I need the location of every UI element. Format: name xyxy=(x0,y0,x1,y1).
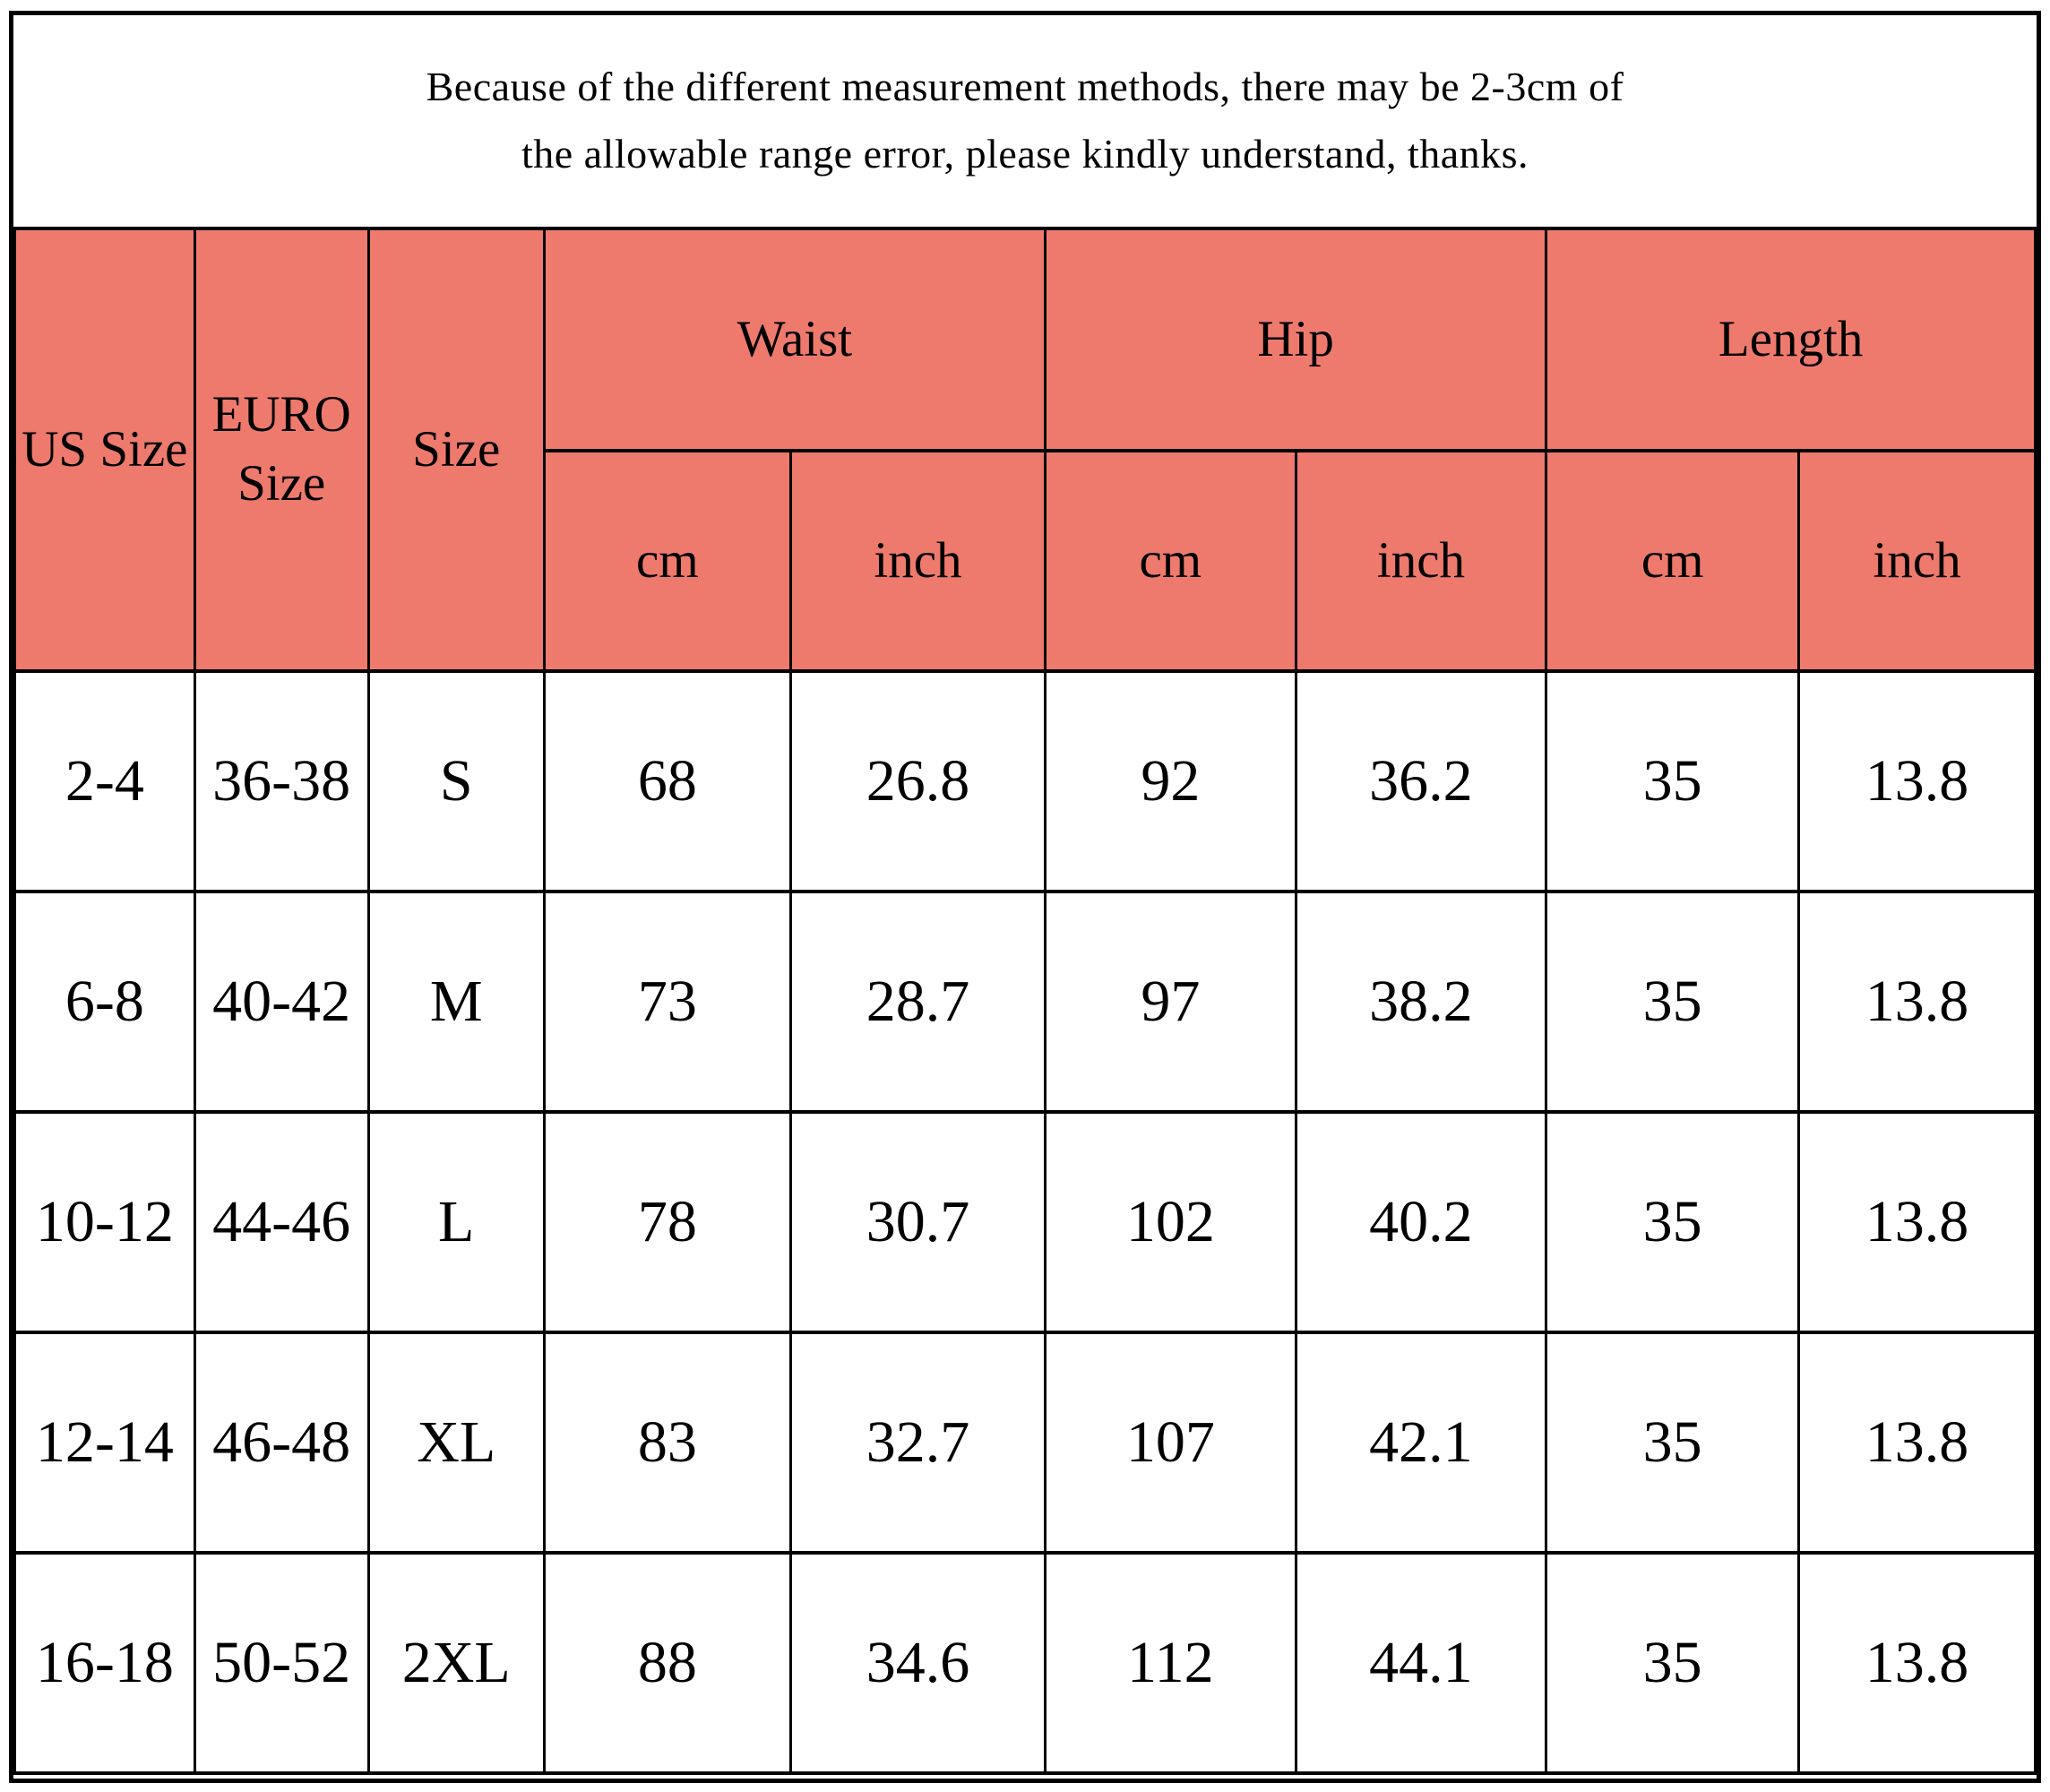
data-cell: 2-4 xyxy=(13,669,196,893)
data-cell: 112 xyxy=(1044,1551,1297,1775)
data-cell: 36.2 xyxy=(1294,669,1548,893)
data-cell: 40.2 xyxy=(1294,1110,1548,1334)
data-cell: 13.8 xyxy=(1797,890,2037,1114)
data-cell: L xyxy=(366,1110,546,1334)
table-row-s: 2-4 36-38 S 68 26.8 92 36.2 35 13.8 xyxy=(13,669,2037,893)
data-cell: 78 xyxy=(542,1110,792,1334)
data-cell: 88 xyxy=(542,1551,792,1775)
data-cell: M xyxy=(366,890,546,1114)
size-chart-table: US Size EURO Size Size Waist Hip Length … xyxy=(13,227,2037,1775)
data-cell: 35 xyxy=(1545,890,1801,1114)
data-cell: 35 xyxy=(1545,669,1801,893)
data-cell: 13.8 xyxy=(1797,1551,2037,1775)
data-cell: 34.6 xyxy=(788,1551,1047,1775)
unit-waist-cm: cm xyxy=(542,449,792,673)
table-row-m: 6-8 40-42 M 73 28.7 97 38.2 35 13.8 xyxy=(13,890,2037,1114)
data-cell: 42.1 xyxy=(1294,1331,1548,1555)
table-row-l: 10-12 44-46 L 78 30.7 102 40.2 35 13.8 xyxy=(13,1110,2037,1334)
data-cell: 32.7 xyxy=(788,1331,1047,1555)
unit-hip-inch: inch xyxy=(1294,449,1548,673)
data-cell: 13.8 xyxy=(1797,1331,2037,1555)
header-euro-size: EURO Size xyxy=(193,227,370,673)
table-row-xl: 12-14 46-48 XL 83 32.7 107 42.1 35 13.8 xyxy=(13,1331,2037,1555)
data-cell: 36-38 xyxy=(193,669,370,893)
data-cell: 28.7 xyxy=(788,890,1047,1114)
data-cell: 46-48 xyxy=(193,1331,370,1555)
data-cell: 10-12 xyxy=(13,1110,196,1334)
header-length: Length xyxy=(1545,227,2037,452)
size-chart-frame: Because of the different measurement met… xyxy=(9,11,2041,1783)
data-cell: 92 xyxy=(1044,669,1297,893)
data-cell: 30.7 xyxy=(788,1110,1047,1334)
header-waist: Waist xyxy=(542,227,1047,452)
data-cell: 35 xyxy=(1545,1551,1801,1775)
note-section: Because of the different measurement met… xyxy=(13,15,2037,227)
data-cell: 35 xyxy=(1545,1331,1801,1555)
data-cell: 68 xyxy=(542,669,792,893)
data-cell: 6-8 xyxy=(13,890,196,1114)
data-cell: 44-46 xyxy=(193,1110,370,1334)
data-cell: S xyxy=(366,669,546,893)
data-cell: 107 xyxy=(1044,1331,1297,1555)
data-cell: 83 xyxy=(542,1331,792,1555)
data-cell: 40-42 xyxy=(193,890,370,1114)
data-cell: 26.8 xyxy=(788,669,1047,893)
header-size: Size xyxy=(366,227,546,673)
data-cell: 12-14 xyxy=(13,1331,196,1555)
data-cell: 44.1 xyxy=(1294,1551,1548,1775)
header-us-size: US Size xyxy=(13,227,196,673)
data-cell: 73 xyxy=(542,890,792,1114)
note-line-2: the allowable range error, please kindly… xyxy=(521,131,1529,177)
data-cell: 16-18 xyxy=(13,1551,196,1775)
data-cell: 35 xyxy=(1545,1110,1801,1334)
data-cell: 102 xyxy=(1044,1110,1297,1334)
data-cell: XL xyxy=(366,1331,546,1555)
unit-waist-inch: inch xyxy=(788,449,1047,673)
note-line-1: Because of the different measurement met… xyxy=(426,64,1624,110)
unit-hip-cm: cm xyxy=(1044,449,1297,673)
unit-length-cm: cm xyxy=(1545,449,1801,673)
data-cell: 13.8 xyxy=(1797,669,2037,893)
data-cell: 50-52 xyxy=(193,1551,370,1775)
data-cell: 97 xyxy=(1044,890,1297,1114)
data-cell: 38.2 xyxy=(1294,890,1548,1114)
unit-length-inch: inch xyxy=(1797,449,2037,673)
table-row-2xl: 16-18 50-52 2XL 88 34.6 112 44.1 35 13.8 xyxy=(13,1551,2037,1775)
data-cell: 2XL xyxy=(366,1551,546,1775)
header-hip: Hip xyxy=(1044,227,1548,452)
data-cell: 13.8 xyxy=(1797,1110,2037,1334)
